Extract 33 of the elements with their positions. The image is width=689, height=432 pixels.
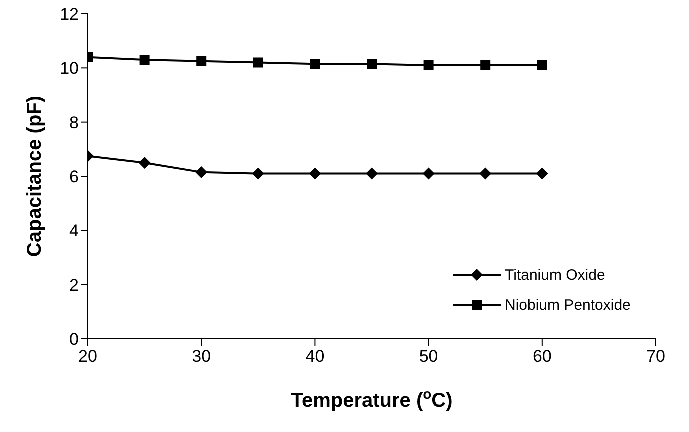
x-tick-label: 50 — [419, 347, 438, 366]
legend-label: Niobium Pentoxide — [505, 296, 631, 314]
legend-label: Titanium Oxide — [505, 266, 606, 284]
point — [196, 56, 207, 66]
y-tick-label: 6 — [70, 168, 79, 187]
point — [310, 59, 320, 70]
y-tick-label: 10 — [60, 59, 79, 78]
x-tick-label: 70 — [646, 347, 666, 366]
x-tick-label: 40 — [306, 347, 325, 366]
y-tick-label: 8 — [70, 113, 79, 132]
y-tick-label: 2 — [70, 276, 79, 295]
point — [480, 168, 492, 180]
point — [367, 59, 377, 70]
y-tick-label: 12 — [60, 5, 79, 24]
point — [138, 156, 151, 169]
point — [537, 60, 548, 70]
point — [309, 168, 322, 180]
y-tick-label: 0 — [70, 330, 79, 350]
x-tick-label: 20 — [78, 347, 98, 366]
x-tick-label: 30 — [192, 347, 212, 366]
point — [424, 60, 434, 70]
x-tick-label: 60 — [532, 347, 552, 366]
point — [422, 168, 435, 180]
x-axis-title: Temperature ($^{o}$C) — [291, 386, 453, 412]
point — [253, 58, 264, 68]
point — [252, 168, 264, 180]
y-axis-title: Capacitance (pF) — [24, 96, 46, 258]
point — [480, 60, 491, 70]
point — [536, 168, 548, 180]
point — [196, 166, 208, 178]
y-tick-label: 4 — [70, 222, 79, 241]
point — [366, 168, 378, 180]
point — [140, 55, 150, 66]
